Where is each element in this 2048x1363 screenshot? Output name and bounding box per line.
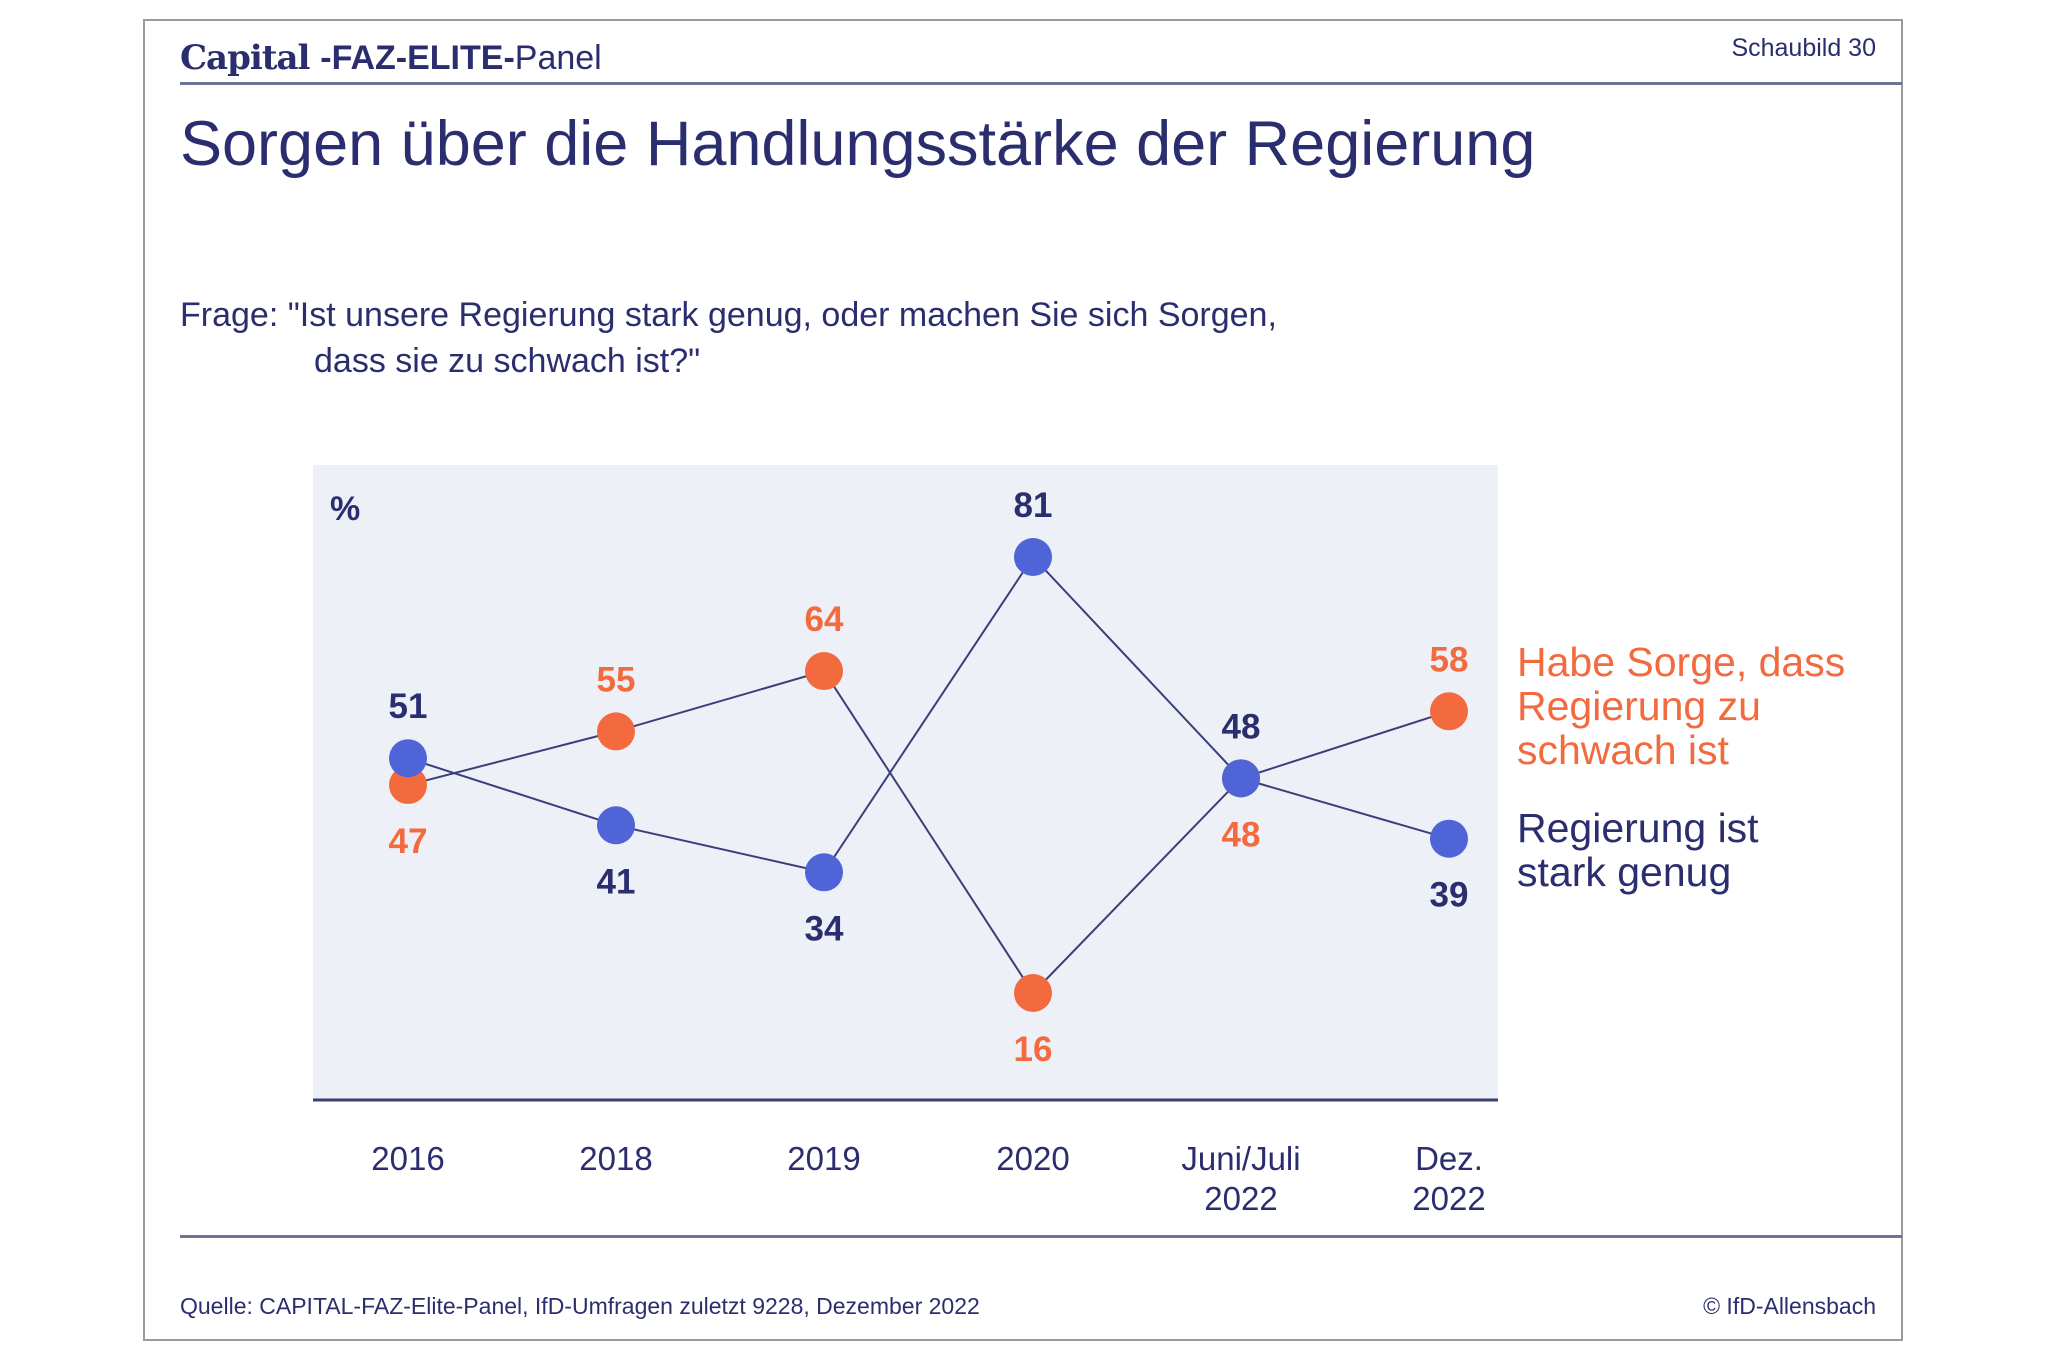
question-line-2: dass sie zu schwach ist?" <box>314 342 701 380</box>
point-schwach-3 <box>1014 974 1052 1012</box>
footer-divider <box>180 1235 1902 1238</box>
series-line-schwach <box>407 669 1450 995</box>
legend-stark-line-1: Regierung ist <box>1517 805 1759 851</box>
point-stark-4 <box>1222 759 1260 798</box>
point-schwach-2 <box>805 652 843 691</box>
data-label-stark-0: 51 <box>389 687 428 726</box>
point-stark-2 <box>805 853 843 892</box>
x-tick-label-4-line-0: Juni/Juli <box>1181 1140 1300 1177</box>
data-label-schwach-5: 58 <box>1430 640 1469 679</box>
data-label-schwach-2: 64 <box>805 600 844 639</box>
data-label-stark-3: 81 <box>1014 486 1053 525</box>
legend-schwach-line-2: Regierung zu <box>1517 683 1761 729</box>
x-tick-label-4-line-1: 2022 <box>1204 1180 1277 1217</box>
data-label-schwach-1: 55 <box>597 660 636 699</box>
x-tick-label-5-line-0: Dez. <box>1415 1140 1483 1177</box>
x-tick-label-0: 2016 <box>371 1140 444 1177</box>
brand-faz-elite: -FAZ-ELITE- <box>320 39 515 77</box>
plot-area <box>313 465 1498 1100</box>
point-stark-5 <box>1430 819 1468 858</box>
brand-logo: Capital -FAZ-ELITE-Panel <box>180 38 602 78</box>
x-tick-label-2: 2019 <box>787 1140 860 1177</box>
point-schwach-1 <box>597 712 635 751</box>
x-tick-label-3: 2020 <box>996 1140 1069 1177</box>
figure-number: Schaubild 30 <box>1731 34 1876 62</box>
chart-title: Sorgen über die Handlungsstärke der Regi… <box>180 109 1536 179</box>
y-unit-label: % <box>330 490 360 528</box>
point-schwach-5 <box>1430 692 1468 731</box>
data-label-stark-4: 48 <box>1222 707 1261 746</box>
legend-stark-line-2: stark genug <box>1517 849 1732 895</box>
copyright-note: © IfD-Allensbach <box>1703 1293 1876 1319</box>
legend-stark: Regierung ist stark genug <box>1517 806 1759 894</box>
legend-schwach-line-3: schwach ist <box>1517 727 1729 773</box>
source-note: Quelle: CAPITAL-FAZ-Elite-Panel, IfD-Umf… <box>180 1293 980 1319</box>
legend-schwach-line-1: Habe Sorge, dass <box>1517 639 1846 685</box>
question-line-1: Frage: "Ist unsere Regierung stark genug… <box>180 296 1277 334</box>
x-tick-label-5-line-1: 2022 <box>1412 1180 1485 1217</box>
header-divider <box>180 82 1902 85</box>
point-schwach-0 <box>389 766 427 805</box>
brand-capital: Capital <box>180 38 310 78</box>
point-stark-3 <box>1014 538 1052 576</box>
legend-schwach: Habe Sorge, dass Regierung zu schwach is… <box>1517 640 1845 772</box>
data-label-stark-2: 34 <box>805 909 844 948</box>
survey-question: Frage: "Ist unsere Regierung stark genug… <box>180 292 1277 384</box>
point-stark-0 <box>389 739 427 778</box>
series-line-stark <box>407 555 1450 874</box>
point-stark-1 <box>597 806 635 845</box>
data-label-schwach-4: 48 <box>1222 815 1261 854</box>
data-label-schwach-0: 47 <box>389 822 428 861</box>
data-label-stark-5: 39 <box>1430 876 1469 915</box>
x-tick-label-1: 2018 <box>579 1140 652 1177</box>
data-label-stark-1: 41 <box>597 862 636 901</box>
data-label-schwach-3: 16 <box>1014 1030 1053 1069</box>
brand-panel: Panel <box>514 39 602 77</box>
